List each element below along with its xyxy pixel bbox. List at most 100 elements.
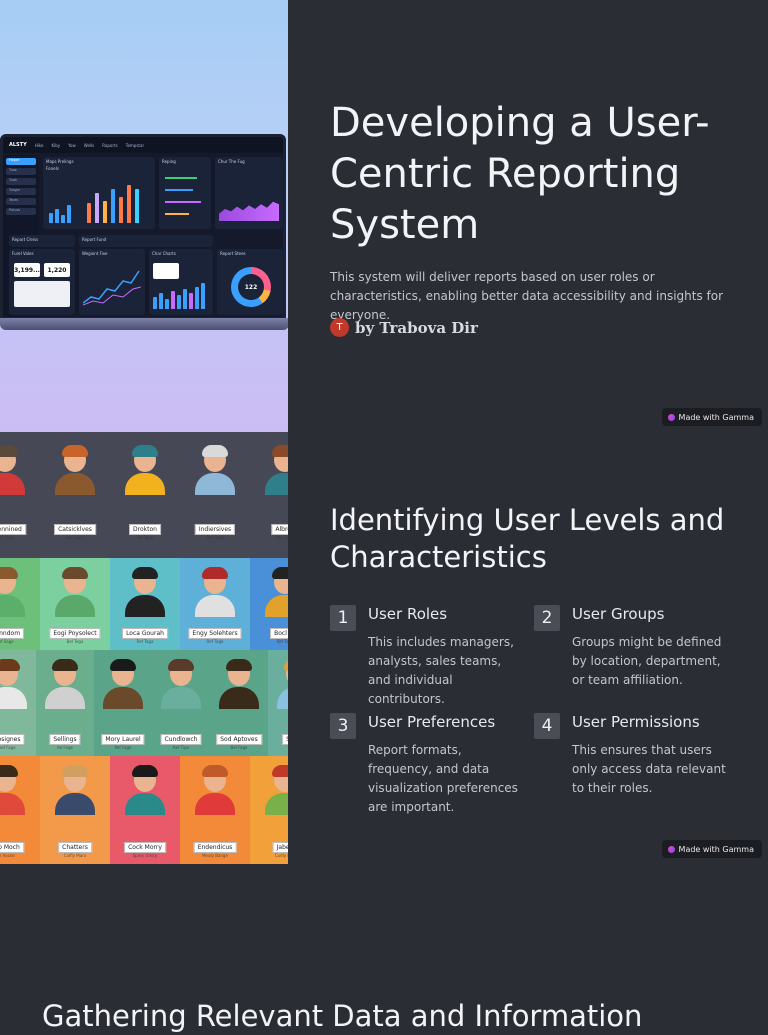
chart-bar (177, 295, 181, 309)
person-name-tag: Jaben (272, 842, 288, 853)
chart-bar (127, 185, 131, 223)
person-body (161, 687, 201, 709)
made-with-gamma-badge[interactable]: Made with Gamma (661, 408, 762, 426)
person-subtitle: Ref Tage (206, 639, 224, 644)
panel-title: Chur The Fug (218, 159, 245, 164)
person-body (125, 473, 165, 495)
person-hair (132, 567, 158, 579)
avatar-cell: Drokton Ter Tape (110, 432, 180, 558)
person-hair (0, 567, 18, 579)
person-body (0, 687, 27, 709)
person-name-tag: Mory Laurel (101, 734, 145, 745)
person-hair (272, 567, 288, 579)
person-hair (272, 445, 288, 457)
item-title: User Permissions (572, 713, 700, 731)
person-hair (62, 765, 88, 777)
person-body (277, 687, 288, 709)
person-subtitle: Ter Tape (136, 535, 154, 540)
person-subtitle: Ref Cago (0, 535, 14, 540)
item-number: 4 (534, 713, 560, 739)
person-body (103, 687, 143, 709)
item-number: 2 (534, 605, 560, 631)
gamma-logo-icon (667, 845, 675, 853)
avatar-cell: JabenCudly Duy (250, 756, 288, 864)
person-body (195, 793, 235, 815)
person-subtitle: Ror Cape (65, 535, 85, 540)
avatar-cell: AlbroeHay Tupe (250, 432, 288, 558)
panel-title: Furel Vales (12, 251, 34, 256)
person-hair (202, 765, 228, 777)
person-head (0, 567, 18, 594)
person-head (0, 659, 20, 686)
person-head (0, 445, 18, 472)
person-hair (110, 659, 136, 671)
person-illustration (0, 765, 25, 815)
donut-chart: 122 (231, 267, 271, 307)
person-head (0, 765, 18, 792)
person-subtitle: Bel Fage (230, 745, 248, 750)
person-body (0, 793, 25, 815)
person-body (55, 793, 95, 815)
person-name-tag: Engy Solehters (188, 628, 242, 639)
person-name-tag: Loca Gourah (122, 628, 168, 639)
person-illustration (55, 765, 95, 815)
chart-bar (95, 193, 99, 223)
chart-bar (195, 287, 199, 309)
person-head (62, 567, 88, 594)
person-head (272, 445, 288, 472)
person-subtitle: Pef Fage (114, 745, 132, 750)
person-name-tag: Endendicus (193, 842, 237, 853)
chart-bar (119, 197, 123, 223)
avatar-cell: Sort SePer Fage (268, 650, 288, 756)
dashboard-sidebar-item: Texts (6, 198, 36, 205)
dashboard-panel: Report Fund (79, 235, 213, 247)
panel-title: Fonels (46, 166, 59, 171)
panel-title: Reping (162, 159, 176, 164)
person-illustration (55, 445, 95, 495)
dashboard-panel: Wegiont Fixe (79, 249, 145, 315)
person-illustration (103, 659, 143, 709)
person-hair (284, 659, 288, 671)
chart-bar (165, 299, 169, 309)
person-illustration (55, 567, 95, 617)
item-number: 3 (330, 713, 356, 739)
person-body (265, 793, 288, 815)
person-head (202, 445, 228, 472)
dashboard-nav-item: Tempstar (125, 142, 145, 148)
person-illustration (277, 659, 288, 709)
dashboard-sidebar-item: Tuse (6, 168, 36, 175)
person-name-tag: Sienndom (0, 628, 25, 639)
person-subtitle: Spery Uassy (132, 853, 158, 858)
chart-bar (183, 289, 187, 309)
badge-label: Made with Gamma (678, 412, 754, 422)
person-name-tag: Catsicklves (54, 524, 96, 535)
dashboard-panel: Report Cleiss (9, 235, 75, 247)
stat-table (14, 281, 70, 307)
avatar-cell: IrosignesAof Fage (0, 650, 36, 756)
person-subtitle: Ter Vuose (0, 853, 15, 858)
section-title: Gathering Relevant Data and Information (42, 999, 643, 1033)
dashboard-sidebar-item: Tusgin (6, 188, 36, 195)
page-title: Developing a User-Centric Reporting Syst… (330, 100, 710, 248)
item-title: User Groups (572, 605, 665, 623)
person-body (45, 687, 85, 709)
avatar-cell: Sod Aptoves Bel Fage (210, 650, 268, 756)
person-name-tag: Irosignes (0, 734, 25, 745)
person-illustration (0, 659, 27, 709)
dashboard-nav-item: Wells (83, 142, 95, 148)
avatar-cell: Indiersives Ref Tape (180, 432, 250, 558)
person-illustration (265, 567, 288, 617)
chart-line (165, 201, 201, 203)
avatar-cell: Chatters Calfly Mara (40, 756, 110, 864)
dashboard-topbar: ALSTY Hike Kiby Yow Wells Raports Tempst… (3, 137, 283, 153)
chart-bar (159, 293, 163, 309)
person-body (265, 595, 288, 617)
avatar-cell: Sellings Ae Fege (36, 650, 94, 756)
dashboard-nav-item: Kiby (51, 142, 61, 148)
avatar-cell: SienndomPef Sage (0, 558, 40, 650)
avatar-cell: Cundlowch Ref Tipe (152, 650, 210, 756)
person-hair (62, 445, 88, 457)
made-with-gamma-badge[interactable]: Made with Gamma (661, 840, 762, 858)
